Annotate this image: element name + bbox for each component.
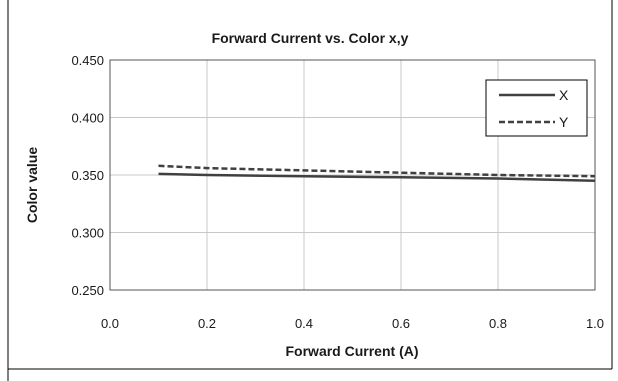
x-tick-label: 0.0 (101, 316, 119, 331)
chart-title: Forward Current vs. Color x,y (212, 30, 409, 46)
x-tick-label: 0.4 (295, 316, 313, 331)
series-line-y (158, 164, 596, 178)
legend-label-y: Y (559, 114, 569, 130)
x-tick-label: 1.0 (586, 316, 604, 331)
x-tick-label: 0.6 (392, 316, 410, 331)
legend: XY (485, 79, 588, 137)
y-tick-label: 0.300 (71, 226, 104, 241)
tick-labels: 0.0 0.2 0.4 0.6 0.8 1.0 0.450 0.400 0.350 0.300 0.… (71, 53, 604, 331)
y-tick-label: 0.400 (71, 111, 104, 126)
legend-label-x: X (559, 87, 569, 103)
series-line-x (158, 172, 596, 183)
legend-box (485, 79, 588, 137)
x-tick-label: 0.2 (198, 316, 216, 331)
y-tick-label: 0.250 (71, 283, 104, 298)
y-axis-title: Color value (24, 147, 40, 223)
y-tick-label: 0.450 (71, 53, 104, 68)
x-tick-label: 0.8 (489, 316, 507, 331)
x-axis-title: Forward Current (A) (286, 343, 419, 359)
series-layer (158, 164, 596, 183)
y-tick-label: 0.350 (71, 168, 104, 183)
